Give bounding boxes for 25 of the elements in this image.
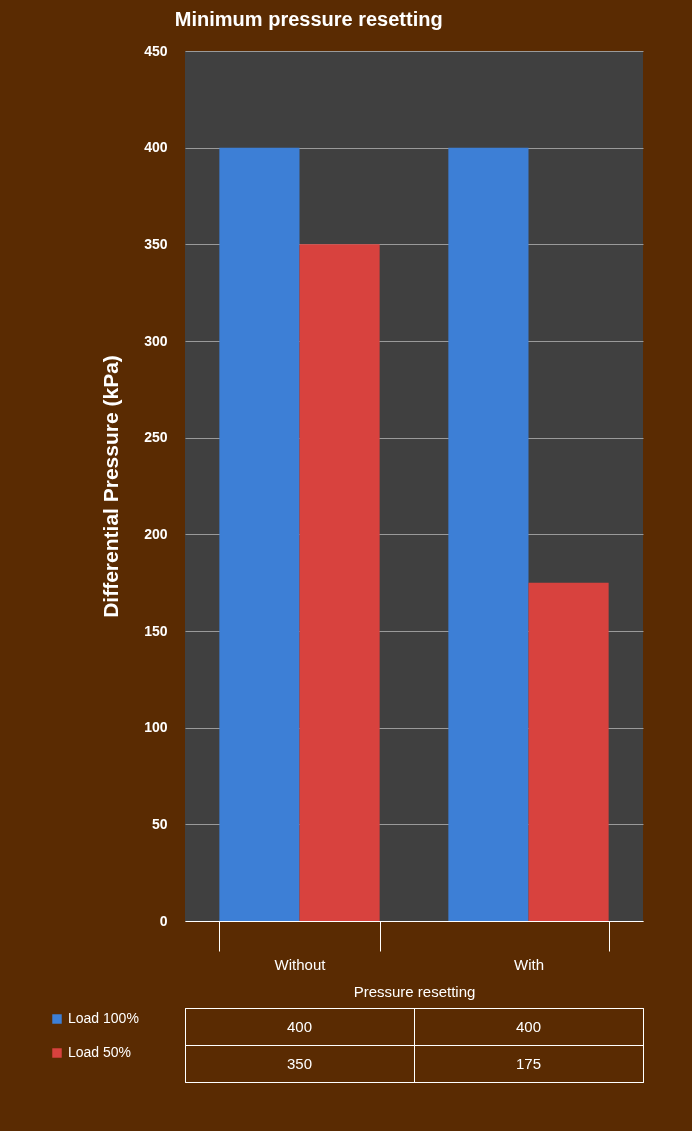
bar: [219, 147, 300, 921]
y-tick-label: 450: [144, 42, 168, 59]
data-label: 175: [515, 1054, 542, 1072]
y-axis-title: Differential Pressure (kPa): [99, 355, 123, 618]
y-tick-label: 250: [144, 429, 168, 446]
y-tick-label: 350: [144, 235, 168, 252]
x-axis-title: Pressure resetting: [353, 982, 476, 1000]
y-tick-label: 100: [144, 719, 168, 736]
y-tick-label: 300: [144, 332, 168, 349]
chart-title: Minimum pressure resetting: [174, 8, 443, 30]
x-tick-label: With: [514, 955, 544, 973]
legend-label: Load 100%: [68, 1010, 139, 1026]
data-label: 400: [286, 1017, 313, 1035]
bar: [299, 244, 380, 921]
y-tick-label: 200: [144, 525, 168, 542]
data-label: 350: [286, 1054, 313, 1072]
y-tick-label: 150: [144, 622, 168, 639]
bar: [528, 582, 609, 921]
bar: [448, 147, 529, 921]
y-tick-label: 400: [144, 139, 168, 156]
y-tick-label: 0: [159, 912, 168, 929]
legend-label: Load 50%: [68, 1044, 132, 1060]
data-label: 400: [515, 1017, 542, 1035]
y-tick-label: 50: [151, 815, 168, 832]
x-tick-label: Without: [274, 955, 327, 973]
